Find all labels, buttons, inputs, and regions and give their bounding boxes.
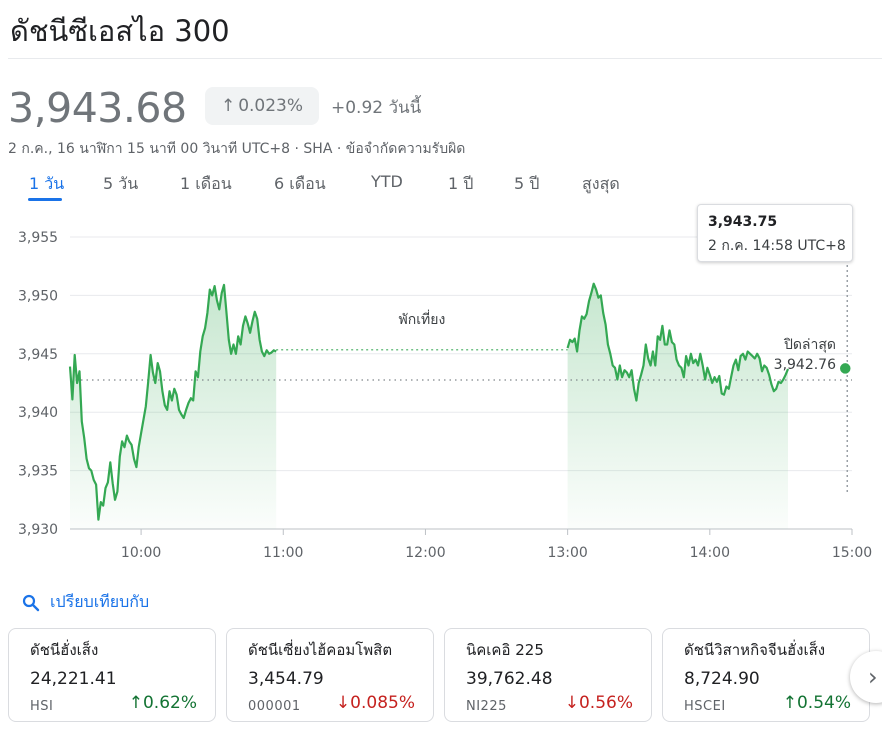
index-symbol: 000001: [248, 699, 301, 714]
price-chart[interactable]: 3,955 3,950 3,945 3,940 3,935 3,930 10:00 11:0…: [0, 200, 882, 570]
index-symbol: HSI: [30, 699, 54, 714]
y-tick-label: 3,950: [18, 288, 58, 304]
y-tick-label: 3,935: [18, 464, 58, 480]
morning-session-line: [68, 283, 277, 521]
percent-change-badge: ↑ 0.023%: [205, 87, 319, 125]
compare-label: เปรียบเทียบกับ: [50, 592, 150, 611]
chart-tooltip: 3,943.75 2 ก.ค. 14:58 UTC+8: [697, 204, 853, 262]
index-value: 8,724.90: [684, 669, 760, 689]
x-tick-label: 12:00: [405, 545, 445, 561]
arrow-down-icon: ↓: [335, 693, 351, 713]
y-tick-label: 3,955: [18, 230, 58, 246]
y-axis-labels: 3,955 3,950 3,945 3,940 3,935 3,930: [18, 230, 58, 538]
y-tick-label: 3,930: [18, 522, 58, 538]
index-name: นิคเคอิ 225: [466, 641, 544, 659]
index-name: ดัชนีวิสาหกิจจีนฮั่งเส็ง: [684, 641, 826, 659]
x-tick-label: 13:00: [547, 545, 587, 561]
chart-annotations: พักเที่ยงปิดล่าสุด 3,942.76: [276, 260, 853, 495]
x-tick-label: 10:00: [121, 545, 161, 561]
x-tick-label: 15:00: [832, 545, 872, 561]
percent-change-value: 0.023%: [238, 96, 304, 116]
price-change-today: +0.92 วันนี้: [331, 98, 422, 118]
time-range-tabs: 1 วัน 5 วัน 1 เดือน 6 เดือน YTD 1 ปี 5 ป…: [0, 172, 882, 202]
afternoon-session-line: [566, 282, 790, 402]
index-symbol: HSCEI: [684, 699, 726, 714]
page-title: ดัชนีซีเอสไอ 300: [10, 14, 230, 48]
morning-session-area: [70, 284, 277, 529]
index-change-value: 0.085%: [350, 693, 415, 713]
y-tick-label: 3,940: [18, 405, 58, 421]
previous-close-label: ปิดล่าสุด: [783, 337, 836, 353]
active-tab-indicator: [28, 198, 62, 201]
afternoon-session-area: [567, 283, 788, 529]
tab-1y[interactable]: 1 ปี: [448, 174, 474, 193]
lunch-break-label: พักเที่ยง: [399, 310, 446, 328]
tab-5y[interactable]: 5 ปี: [514, 174, 540, 193]
header-divider: [8, 58, 882, 59]
x-tick-label: 11:00: [263, 545, 303, 561]
arrow-down-icon: ↓: [564, 693, 579, 713]
index-change: ↑0.62%: [129, 693, 197, 713]
compare-button[interactable]: เปรียบเทียบกับ: [22, 590, 149, 615]
search-icon: [22, 594, 40, 611]
index-value: 39,762.48: [466, 669, 553, 689]
tab-ytd[interactable]: YTD: [371, 172, 403, 191]
previous-close-value: 3,942.76: [774, 357, 836, 373]
hover-marker: [838, 361, 853, 376]
index-card-ni225[interactable]: นิคเคอิ 225 39,762.48 NI225 ↓0.56%: [444, 628, 652, 722]
index-change: ↓0.085%: [336, 693, 415, 713]
x-axis: 10:00 11:00 12:00 13:00 14:00 15:00: [70, 528, 872, 561]
arrow-up-icon: ↑: [782, 693, 797, 713]
tooltip-time: 2 ก.ค. 14:58 UTC+8: [708, 238, 846, 254]
arrow-up-icon: ↑: [220, 96, 236, 116]
index-change-value: 0.56%: [578, 693, 633, 713]
index-card-hscei[interactable]: ดัชนีวิสาหกิจจีนฮั่งเส็ง 8,724.90 HSCEI …: [662, 628, 870, 722]
timestamp-disclaimer: 2 ก.ค., 16 นาฬิกา 15 นาที 00 วินาที UTC+…: [8, 141, 466, 157]
index-change-value: 0.54%: [796, 693, 851, 713]
index-change: ↓0.56%: [565, 693, 633, 713]
index-symbol: NI225: [466, 699, 507, 714]
tab-max[interactable]: สูงสุด: [582, 174, 620, 193]
price-line: [68, 282, 790, 521]
index-card-shcomp[interactable]: ดัชนีเซี่ยงไฮ้คอมโพสิต 3,454.79 000001 ↓…: [226, 628, 434, 722]
index-name: ดัชนีฮั่งเส็ง: [30, 641, 99, 659]
tab-1d[interactable]: 1 วัน: [29, 174, 65, 193]
tab-1m[interactable]: 1 เดือน: [180, 174, 232, 193]
index-change: ↑0.54%: [783, 693, 851, 713]
chevron-right-icon: ›: [868, 663, 878, 691]
index-card-hsi[interactable]: ดัชนีฮั่งเส็ง 24,221.41 HSI ↑0.62%: [8, 628, 216, 722]
index-value: 3,454.79: [248, 669, 324, 689]
index-name: ดัชนีเซี่ยงไฮ้คอมโพสิต: [248, 641, 393, 659]
tab-6m[interactable]: 6 เดือน: [274, 174, 326, 193]
x-tick-label: 14:00: [690, 545, 730, 561]
tab-5d[interactable]: 5 วัน: [103, 174, 139, 193]
index-value: 24,221.41: [30, 669, 117, 689]
y-tick-label: 3,945: [18, 347, 58, 363]
arrow-up-icon: ↑: [128, 693, 143, 713]
chart-area-fill: [70, 283, 788, 529]
index-change-value: 0.62%: [142, 693, 197, 713]
current-price: 3,943.68: [8, 84, 187, 132]
tooltip-value: 3,943.75: [708, 214, 778, 230]
